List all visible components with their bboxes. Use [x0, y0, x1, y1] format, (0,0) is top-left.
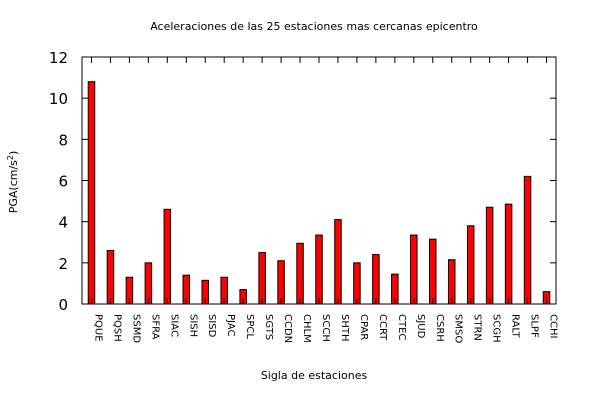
x-tick-label: STRN — [472, 314, 483, 341]
x-tick-label: CCRT — [377, 314, 388, 341]
plot-area: 0 2 4 6 8 10 12 PQUE PQSH SSMD SFRA SIAC SISH SISD PJA… — [49, 49, 559, 343]
bar — [296, 242, 304, 305]
bar — [277, 260, 285, 305]
x-tick-label: SGTS — [263, 314, 274, 340]
x-tick-label: SCGH — [491, 314, 502, 343]
bar — [372, 254, 380, 305]
x-tick-label: SMSO — [453, 314, 464, 343]
plot-frame — [81, 56, 557, 305]
x-tick-label: SPCL — [244, 314, 255, 339]
y-tick-label: 2 — [58, 255, 68, 273]
x-tick-label: CCHI — [548, 314, 559, 338]
bar — [106, 249, 115, 305]
bar — [504, 203, 513, 305]
bar — [466, 225, 475, 305]
x-tick-label: SFRA — [149, 314, 160, 340]
y-tick-label: 12 — [49, 49, 68, 67]
bar — [353, 262, 361, 305]
y-tick-label: 8 — [58, 131, 68, 149]
x-tick-label: SHTH — [339, 314, 350, 342]
bar — [410, 234, 418, 305]
bar — [485, 206, 494, 305]
bar — [523, 175, 532, 305]
bar — [163, 208, 172, 305]
y-tick-label: 0 — [58, 296, 68, 314]
x-tick-label: CCDN — [282, 314, 293, 343]
x-tick-label: PJAC — [225, 314, 236, 336]
x-tick-label: SISH — [187, 314, 198, 337]
bar — [429, 238, 437, 305]
x-axis-label: Sigla de estaciones — [261, 369, 368, 382]
x-tick-label: SCCH — [320, 314, 331, 342]
y-axis-label: PGA(cm/s2) — [6, 151, 20, 214]
x-tick-label: SIAC — [168, 314, 179, 337]
y-tick-label: 10 — [49, 90, 68, 108]
x-tick-label: SJUD — [415, 314, 426, 339]
x-tick-label: CHLM — [301, 314, 312, 343]
x-tick-label: SISD — [206, 314, 217, 338]
bar — [315, 234, 323, 305]
x-tick-label: CPAR — [358, 314, 369, 340]
chart-title: Aceleraciones de las 25 estaciones mas c… — [150, 20, 478, 33]
x-tick-label: PQUE — [92, 314, 103, 342]
x-tick-label: CSRH — [434, 314, 445, 342]
y-tick-label: 6 — [58, 173, 68, 191]
bar — [144, 262, 153, 305]
x-tick-label: SSMD — [130, 314, 141, 343]
x-tick-label: PQSH — [111, 314, 122, 342]
x-tick-label: RALT — [510, 314, 521, 339]
bar — [447, 259, 456, 305]
x-tick-label: CTEC — [396, 314, 407, 340]
bar — [258, 252, 266, 305]
bar — [334, 219, 342, 305]
bar — [87, 81, 96, 305]
x-tick-label: SLPF — [529, 314, 540, 338]
y-tick-label: 4 — [58, 214, 68, 232]
